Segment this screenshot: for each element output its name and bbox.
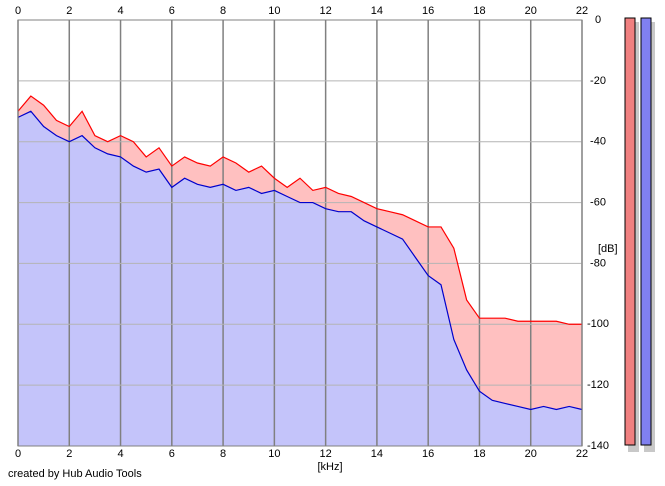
x-tick-label: 18 xyxy=(473,5,485,17)
y-tick-label: -140 xyxy=(587,440,609,452)
x-tick-label: 8 xyxy=(220,448,226,460)
y-axis-label: [dB] xyxy=(598,243,618,255)
y-tick-label: -100 xyxy=(587,318,609,330)
x-tick-label: 8 xyxy=(220,5,226,17)
right-level-meter xyxy=(640,17,652,446)
x-tick-label: 6 xyxy=(169,448,175,460)
x-axis-label: [kHz] xyxy=(317,461,342,473)
x-tick-label: 16 xyxy=(422,5,434,17)
x-tick-label: 4 xyxy=(117,448,123,460)
x-tick-label: 22 xyxy=(576,448,588,460)
credit: created by Hub Audio Tools xyxy=(8,468,142,480)
y-tick-label: -60 xyxy=(590,196,606,208)
x-tick-label: 6 xyxy=(169,5,175,17)
x-tick-label: 10 xyxy=(268,448,280,460)
y-tick-label: -20 xyxy=(590,75,606,87)
x-tick-label: 4 xyxy=(117,5,123,17)
x-tick-label: 20 xyxy=(525,448,537,460)
y-tick-label: -80 xyxy=(590,257,606,269)
x-tick-label: 16 xyxy=(422,448,434,460)
x-tick-label: 10 xyxy=(268,5,280,17)
x-tick-label: 20 xyxy=(525,5,537,17)
x-tick-label: 0 xyxy=(15,448,21,460)
y-tick-label: -40 xyxy=(590,136,606,148)
x-tick-label: 12 xyxy=(320,448,332,460)
x-tick-label: 14 xyxy=(371,5,383,17)
y-tick-label: 0 xyxy=(595,14,601,26)
y-tick-label: -120 xyxy=(587,379,609,391)
series-line xyxy=(17,95,582,325)
x-tick-label: 14 xyxy=(371,448,383,460)
plot-area xyxy=(17,19,583,447)
plot-border xyxy=(17,19,583,447)
x-tick-label: 2 xyxy=(66,5,72,17)
x-tick-label: 22 xyxy=(576,5,588,17)
x-tick-label: 2 xyxy=(66,448,72,460)
x-tick-label: 18 xyxy=(473,448,485,460)
series-line xyxy=(17,110,583,411)
x-tick-label: 0 xyxy=(15,5,21,17)
left-level-meter xyxy=(624,17,636,446)
series-area xyxy=(18,111,582,447)
x-tick-label: 12 xyxy=(320,5,332,17)
